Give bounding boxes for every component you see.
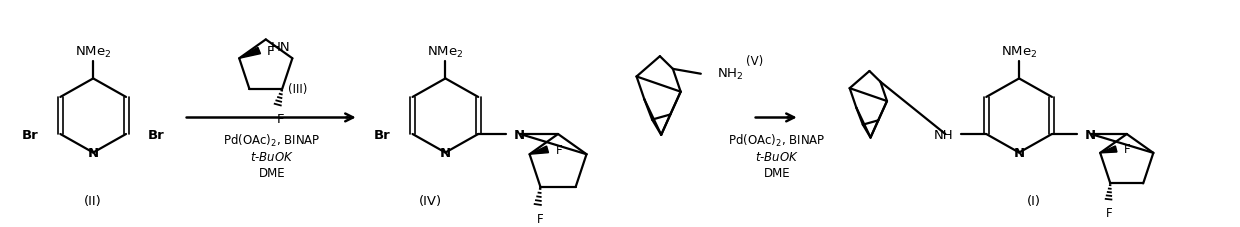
Text: DME: DME (764, 166, 790, 179)
Text: (III): (III) (288, 82, 308, 95)
Text: N: N (1085, 128, 1096, 141)
Text: N: N (88, 146, 99, 159)
Text: NMe$_2$: NMe$_2$ (1001, 44, 1038, 59)
Text: F: F (537, 212, 544, 225)
Text: (I): (I) (1027, 194, 1042, 207)
Text: Br: Br (148, 128, 165, 141)
Text: $t$-BuOK: $t$-BuOK (250, 150, 294, 163)
Text: F: F (267, 45, 275, 58)
Text: NMe$_2$: NMe$_2$ (427, 44, 464, 59)
Text: (V): (V) (746, 54, 764, 67)
Text: F: F (1125, 143, 1131, 156)
Polygon shape (239, 48, 260, 59)
Text: F: F (277, 112, 284, 125)
Text: NH$_2$: NH$_2$ (717, 67, 743, 82)
Text: F: F (556, 143, 562, 156)
Polygon shape (1100, 146, 1117, 153)
Text: Pd(OAc)$_2$, BINAP: Pd(OAc)$_2$, BINAP (223, 132, 321, 148)
Text: NH: NH (934, 128, 954, 141)
Text: (II): (II) (84, 194, 102, 207)
Text: Br: Br (373, 128, 391, 141)
Text: NMe$_2$: NMe$_2$ (74, 44, 112, 59)
Text: DME: DME (259, 166, 285, 179)
Text: F: F (1106, 206, 1112, 219)
Text: HN: HN (270, 41, 290, 54)
Text: Br: Br (21, 128, 38, 141)
Text: N: N (515, 128, 526, 141)
Text: $t$-BuOK: $t$-BuOK (755, 150, 800, 163)
Text: N: N (1013, 146, 1024, 159)
Text: Pd(OAc)$_2$, BINAP: Pd(OAc)$_2$, BINAP (728, 132, 826, 148)
Text: N: N (440, 146, 451, 159)
Polygon shape (529, 146, 548, 155)
Text: (IV): (IV) (419, 194, 441, 207)
